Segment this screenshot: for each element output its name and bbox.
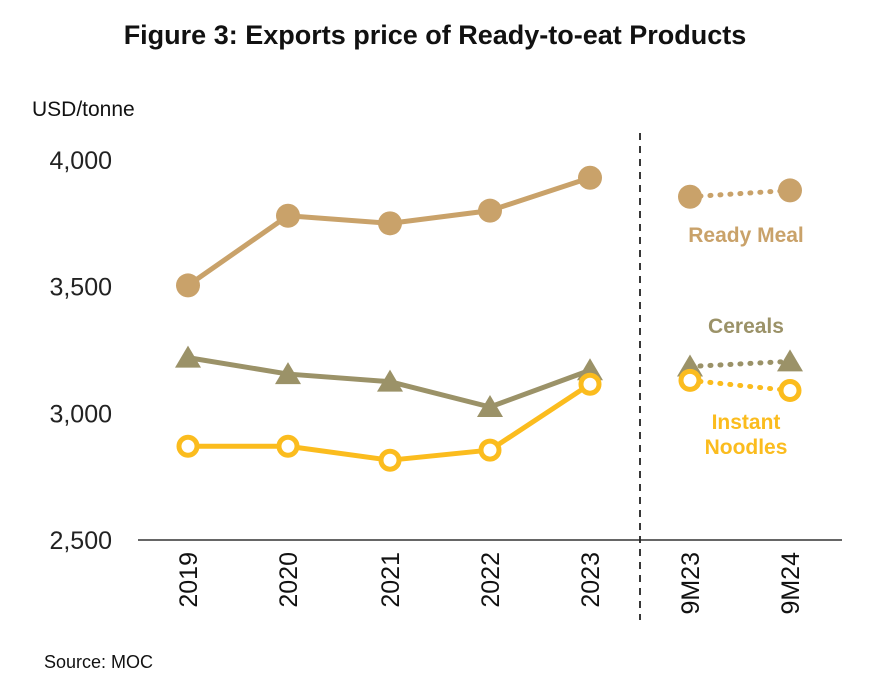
series-label: Noodles [705,436,788,459]
series-markers [175,165,803,472]
y-tick-label: 2,500 [49,527,112,555]
data-point [478,438,502,462]
data-point [276,434,300,458]
period-line [687,358,793,369]
data-point [478,198,502,223]
x-tick-label: 9M24 [777,552,805,615]
y-tick-label: 3,500 [49,274,112,302]
x-tick-label: 2023 [577,552,605,608]
y-tick-label: 3,000 [49,400,112,428]
data-point [275,362,301,385]
series-label: Cereals [708,315,784,338]
data-point [678,184,702,209]
data-point [777,349,803,372]
x-tick-label: 2019 [175,552,203,608]
data-point [176,434,200,458]
data-point [778,379,802,403]
y-axis-unit-label: USD/tonne [32,98,135,121]
data-point [176,273,200,298]
data-point [578,372,602,396]
period-line [687,187,793,200]
y-tick-label: 4,000 [49,147,112,175]
x-axis-ticks: 2019 2020 2021 2022 2023 9M23 9M24 [175,552,805,615]
data-point [678,368,702,392]
data-point [778,178,802,203]
y-axis-ticks: 2,500 3,000 3,500 4,000 [49,147,112,555]
data-point [276,203,300,228]
data-point [175,345,201,368]
x-tick-label: 2020 [275,552,303,608]
x-tick-label: 2021 [377,552,405,608]
data-point [377,369,403,392]
series-label: Ready Meal [688,224,804,247]
x-tick-label: 9M23 [677,552,705,615]
x-tick-label: 2022 [477,552,505,608]
data-point [378,448,402,472]
source-note: Source: MOC [44,652,154,672]
data-point [477,395,503,417]
data-point [378,211,402,236]
period-line [687,377,793,394]
data-point [578,165,602,190]
chart-title: Figure 3: Exports price of Ready-to-eat … [123,20,747,50]
series-label: Instant [712,411,781,434]
